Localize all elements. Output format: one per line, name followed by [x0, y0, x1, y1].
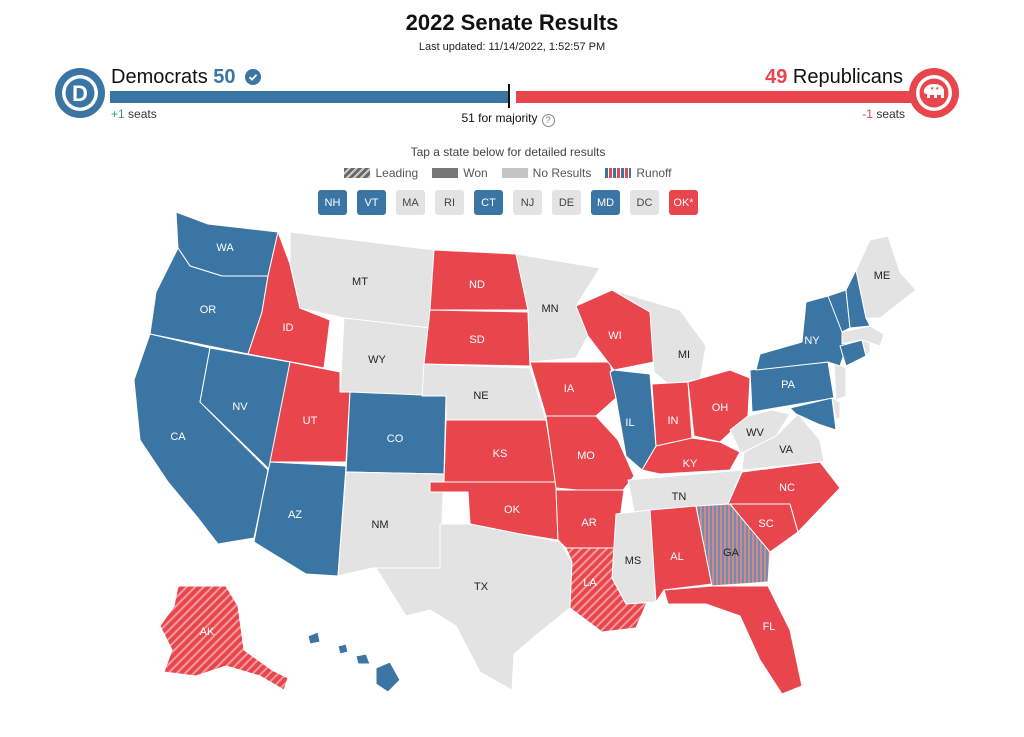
won-swatch	[432, 168, 459, 178]
state-az[interactable]	[253, 461, 347, 577]
state-md[interactable]	[789, 397, 837, 431]
democrats-header: Democrats 50	[111, 66, 262, 91]
democrats-label: Democrats	[111, 66, 208, 88]
republican-seat-change-unit: seats	[876, 107, 905, 121]
no-results-swatch	[501, 168, 528, 178]
state-chip-md[interactable]: MD	[591, 190, 620, 215]
state-mn[interactable]	[515, 253, 601, 363]
page-title: 2022 Senate Results	[405, 10, 619, 35]
state-de[interactable]	[831, 397, 841, 421]
democrat-seat-change-value: +1	[111, 107, 125, 121]
republicans-seat-count: 49	[765, 66, 788, 88]
legend-won-label: Won	[463, 166, 488, 180]
republicans-label: Republicans	[792, 66, 903, 88]
leading-swatch	[344, 168, 371, 178]
label-hi: HI	[364, 667, 375, 679]
state-hi[interactable]	[307, 631, 401, 693]
hi-island-2[interactable]	[337, 643, 349, 655]
legend-runoff-label: Runoff	[636, 166, 672, 180]
democrat-seat-bar	[110, 91, 508, 103]
state-ar[interactable]	[555, 489, 625, 549]
republican-seat-change-value: -1	[862, 107, 873, 121]
republican-logo-icon: ★ ★	[909, 68, 959, 118]
state-chip-ri[interactable]: RI	[435, 190, 464, 215]
legend-no-results: No Results	[501, 166, 592, 180]
legend-won: Won	[432, 166, 488, 180]
state-nj[interactable]	[833, 361, 847, 401]
state-co[interactable]	[345, 391, 447, 475]
state-nc[interactable]	[727, 461, 841, 533]
state-ia[interactable]	[529, 361, 617, 417]
state-ak[interactable]	[159, 585, 289, 691]
state-wv[interactable]	[729, 409, 791, 453]
majority-text: 51 for majority	[461, 111, 538, 125]
hi-island-4[interactable]	[375, 661, 401, 693]
legend-leading: Leading	[344, 166, 418, 180]
state-chip-nj[interactable]: NJ	[513, 190, 542, 215]
state-chip-ok[interactable]: OK*	[669, 190, 698, 215]
state-chip-nh[interactable]: NH	[318, 190, 347, 215]
state-sd[interactable]	[423, 309, 531, 367]
majority-label: 51 for majority?	[0, 111, 1016, 127]
democrat-seat-change: +1 seats	[111, 107, 157, 121]
svg-text:★: ★	[930, 86, 935, 92]
state-il[interactable]	[609, 369, 657, 471]
tap-hint: Tap a state below for detailed results	[410, 145, 606, 159]
state-tx[interactable]	[375, 523, 573, 691]
republican-seat-change: -1 seats	[862, 107, 905, 121]
state-ga[interactable]	[695, 503, 771, 587]
map-legend: Leading Won No Results Runoff	[0, 166, 1016, 180]
republican-seat-bar	[516, 91, 914, 103]
state-me[interactable]	[855, 235, 917, 319]
state-nm[interactable]	[337, 471, 445, 577]
state-ks[interactable]	[443, 419, 557, 483]
legend-runoff: Runoff	[605, 166, 672, 180]
state-chip-vt[interactable]: VT	[357, 190, 386, 215]
last-updated: Last updated: 11/14/2022, 1:52:57 PM	[418, 41, 606, 53]
democrat-seat-change-unit: seats	[128, 107, 157, 121]
state-fl[interactable]	[663, 585, 803, 695]
democrat-logo-letter: D	[72, 81, 88, 106]
democrat-logo-icon: D	[55, 68, 105, 118]
hi-island-3[interactable]	[355, 653, 371, 665]
winner-check-icon	[245, 68, 262, 91]
state-chip-ct[interactable]: CT	[474, 190, 503, 215]
state-chip-dc[interactable]: DC	[630, 190, 659, 215]
republicans-header: 49 Republicans	[765, 66, 903, 89]
state-wy[interactable]	[339, 317, 431, 399]
legend-leading-label: Leading	[375, 166, 419, 180]
svg-text:★: ★	[935, 86, 940, 92]
state-chip-ma[interactable]: MA	[396, 190, 425, 215]
help-icon[interactable]: ?	[541, 113, 555, 127]
state-nd[interactable]	[429, 249, 529, 311]
democrats-seat-count: 50	[213, 66, 236, 88]
legend-no-results-label: No Results	[532, 166, 592, 180]
state-al[interactable]	[649, 505, 713, 603]
runoff-swatch	[605, 168, 632, 178]
majority-marker	[508, 84, 510, 108]
state-ky[interactable]	[641, 437, 741, 475]
hi-island-1[interactable]	[307, 631, 321, 645]
small-state-buttons: NH VT MA RI CT NJ DE MD DC OK*	[0, 190, 1016, 215]
state-chip-de[interactable]: DE	[552, 190, 581, 215]
state-ms[interactable]	[611, 509, 657, 605]
state-mo[interactable]	[545, 415, 635, 495]
state-nh[interactable]	[845, 269, 871, 329]
